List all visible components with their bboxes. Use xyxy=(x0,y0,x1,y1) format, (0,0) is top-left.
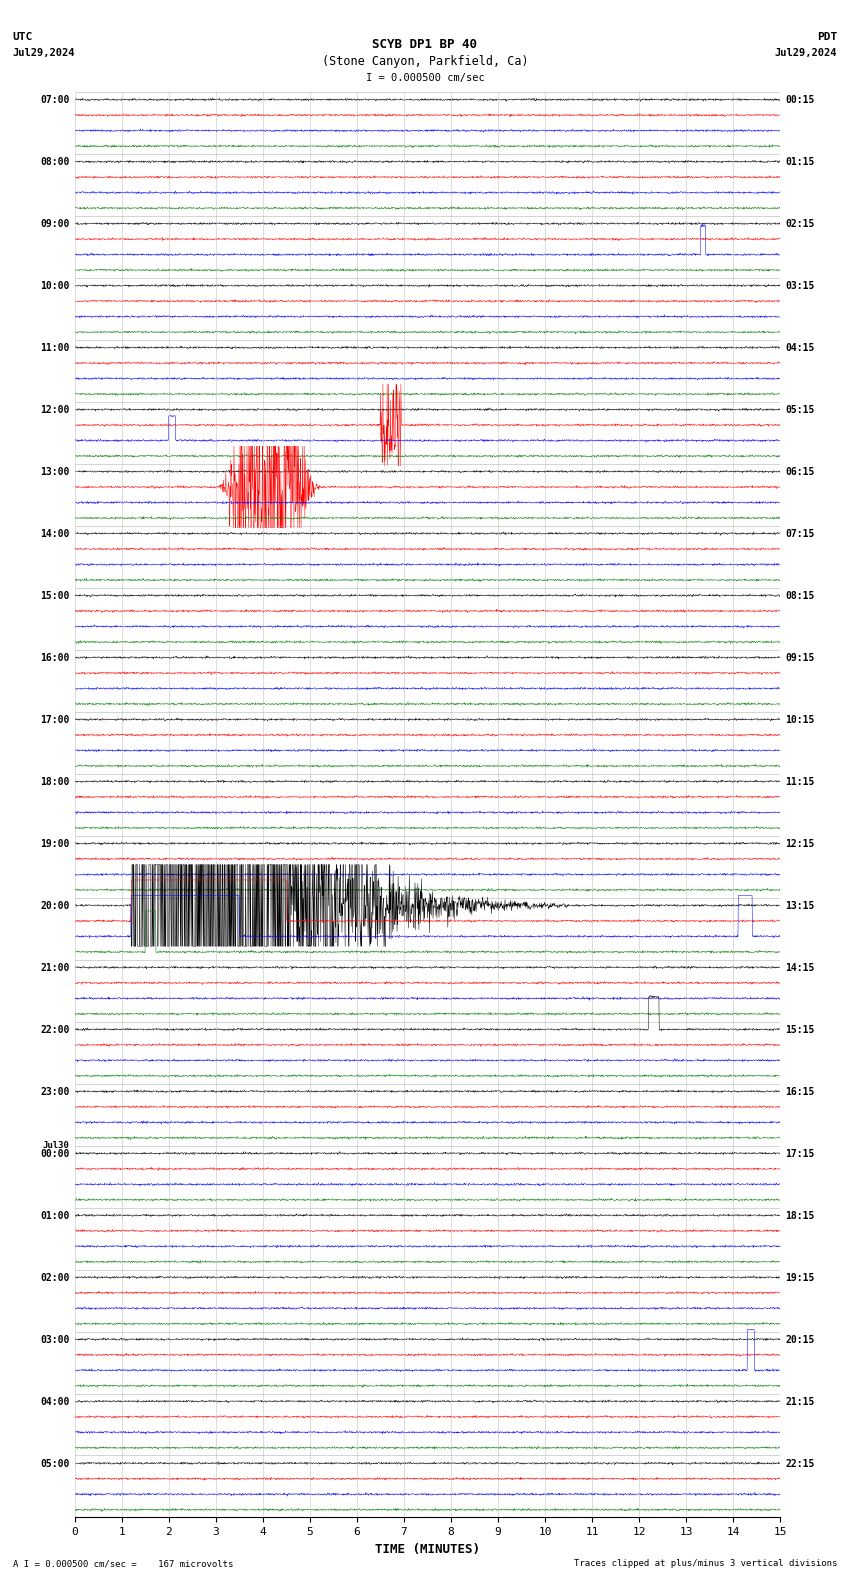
Text: 07:00: 07:00 xyxy=(41,95,70,105)
Text: 00:15: 00:15 xyxy=(785,95,814,105)
Text: 19:00: 19:00 xyxy=(41,840,70,849)
Text: 05:00: 05:00 xyxy=(41,1459,70,1468)
Text: Jul30: Jul30 xyxy=(43,1140,70,1150)
Text: 15:15: 15:15 xyxy=(785,1025,814,1034)
Text: 14:00: 14:00 xyxy=(41,529,70,539)
Text: 15:00: 15:00 xyxy=(41,591,70,600)
Text: 04:00: 04:00 xyxy=(41,1397,70,1407)
Text: 22:15: 22:15 xyxy=(785,1459,814,1468)
Text: 23:00: 23:00 xyxy=(41,1087,70,1096)
Text: 14:15: 14:15 xyxy=(785,963,814,973)
Text: Jul29,2024: Jul29,2024 xyxy=(774,48,837,57)
Text: 09:00: 09:00 xyxy=(41,219,70,230)
Text: 04:15: 04:15 xyxy=(785,342,814,353)
Text: 01:00: 01:00 xyxy=(41,1210,70,1221)
Text: 02:15: 02:15 xyxy=(785,219,814,230)
Text: 03:15: 03:15 xyxy=(785,280,814,291)
Text: 16:15: 16:15 xyxy=(785,1087,814,1096)
Text: 11:00: 11:00 xyxy=(41,342,70,353)
Text: 21:15: 21:15 xyxy=(785,1397,814,1407)
Text: 06:15: 06:15 xyxy=(785,467,814,477)
Text: 11:15: 11:15 xyxy=(785,776,814,787)
Text: (Stone Canyon, Parkfield, Ca): (Stone Canyon, Parkfield, Ca) xyxy=(321,55,529,68)
Text: PDT: PDT xyxy=(817,32,837,41)
Text: 12:00: 12:00 xyxy=(41,406,70,415)
Text: 20:15: 20:15 xyxy=(785,1335,814,1345)
Text: Traces clipped at plus/minus 3 vertical divisions: Traces clipped at plus/minus 3 vertical … xyxy=(574,1559,837,1568)
Text: 13:00: 13:00 xyxy=(41,467,70,477)
Text: 17:00: 17:00 xyxy=(41,714,70,725)
Text: 07:15: 07:15 xyxy=(785,529,814,539)
Text: 13:15: 13:15 xyxy=(785,901,814,911)
Text: 05:15: 05:15 xyxy=(785,406,814,415)
Text: A I = 0.000500 cm/sec =    167 microvolts: A I = 0.000500 cm/sec = 167 microvolts xyxy=(13,1559,233,1568)
Text: 17:15: 17:15 xyxy=(785,1148,814,1158)
X-axis label: TIME (MINUTES): TIME (MINUTES) xyxy=(375,1543,480,1555)
Text: 16:00: 16:00 xyxy=(41,653,70,662)
Text: 03:00: 03:00 xyxy=(41,1335,70,1345)
Text: I = 0.000500 cm/sec: I = 0.000500 cm/sec xyxy=(366,73,484,82)
Text: 20:00: 20:00 xyxy=(41,901,70,911)
Text: UTC: UTC xyxy=(13,32,33,41)
Text: 01:15: 01:15 xyxy=(785,157,814,166)
Text: Jul29,2024: Jul29,2024 xyxy=(13,48,76,57)
Text: 12:15: 12:15 xyxy=(785,840,814,849)
Text: 10:15: 10:15 xyxy=(785,714,814,725)
Text: 18:00: 18:00 xyxy=(41,776,70,787)
Text: SCYB DP1 BP 40: SCYB DP1 BP 40 xyxy=(372,38,478,51)
Text: 10:00: 10:00 xyxy=(41,280,70,291)
Text: 09:15: 09:15 xyxy=(785,653,814,662)
Text: 18:15: 18:15 xyxy=(785,1210,814,1221)
Text: 00:00: 00:00 xyxy=(41,1148,70,1158)
Text: 22:00: 22:00 xyxy=(41,1025,70,1034)
Text: 02:00: 02:00 xyxy=(41,1272,70,1283)
Text: 19:15: 19:15 xyxy=(785,1272,814,1283)
Text: 21:00: 21:00 xyxy=(41,963,70,973)
Text: 08:15: 08:15 xyxy=(785,591,814,600)
Text: 08:00: 08:00 xyxy=(41,157,70,166)
